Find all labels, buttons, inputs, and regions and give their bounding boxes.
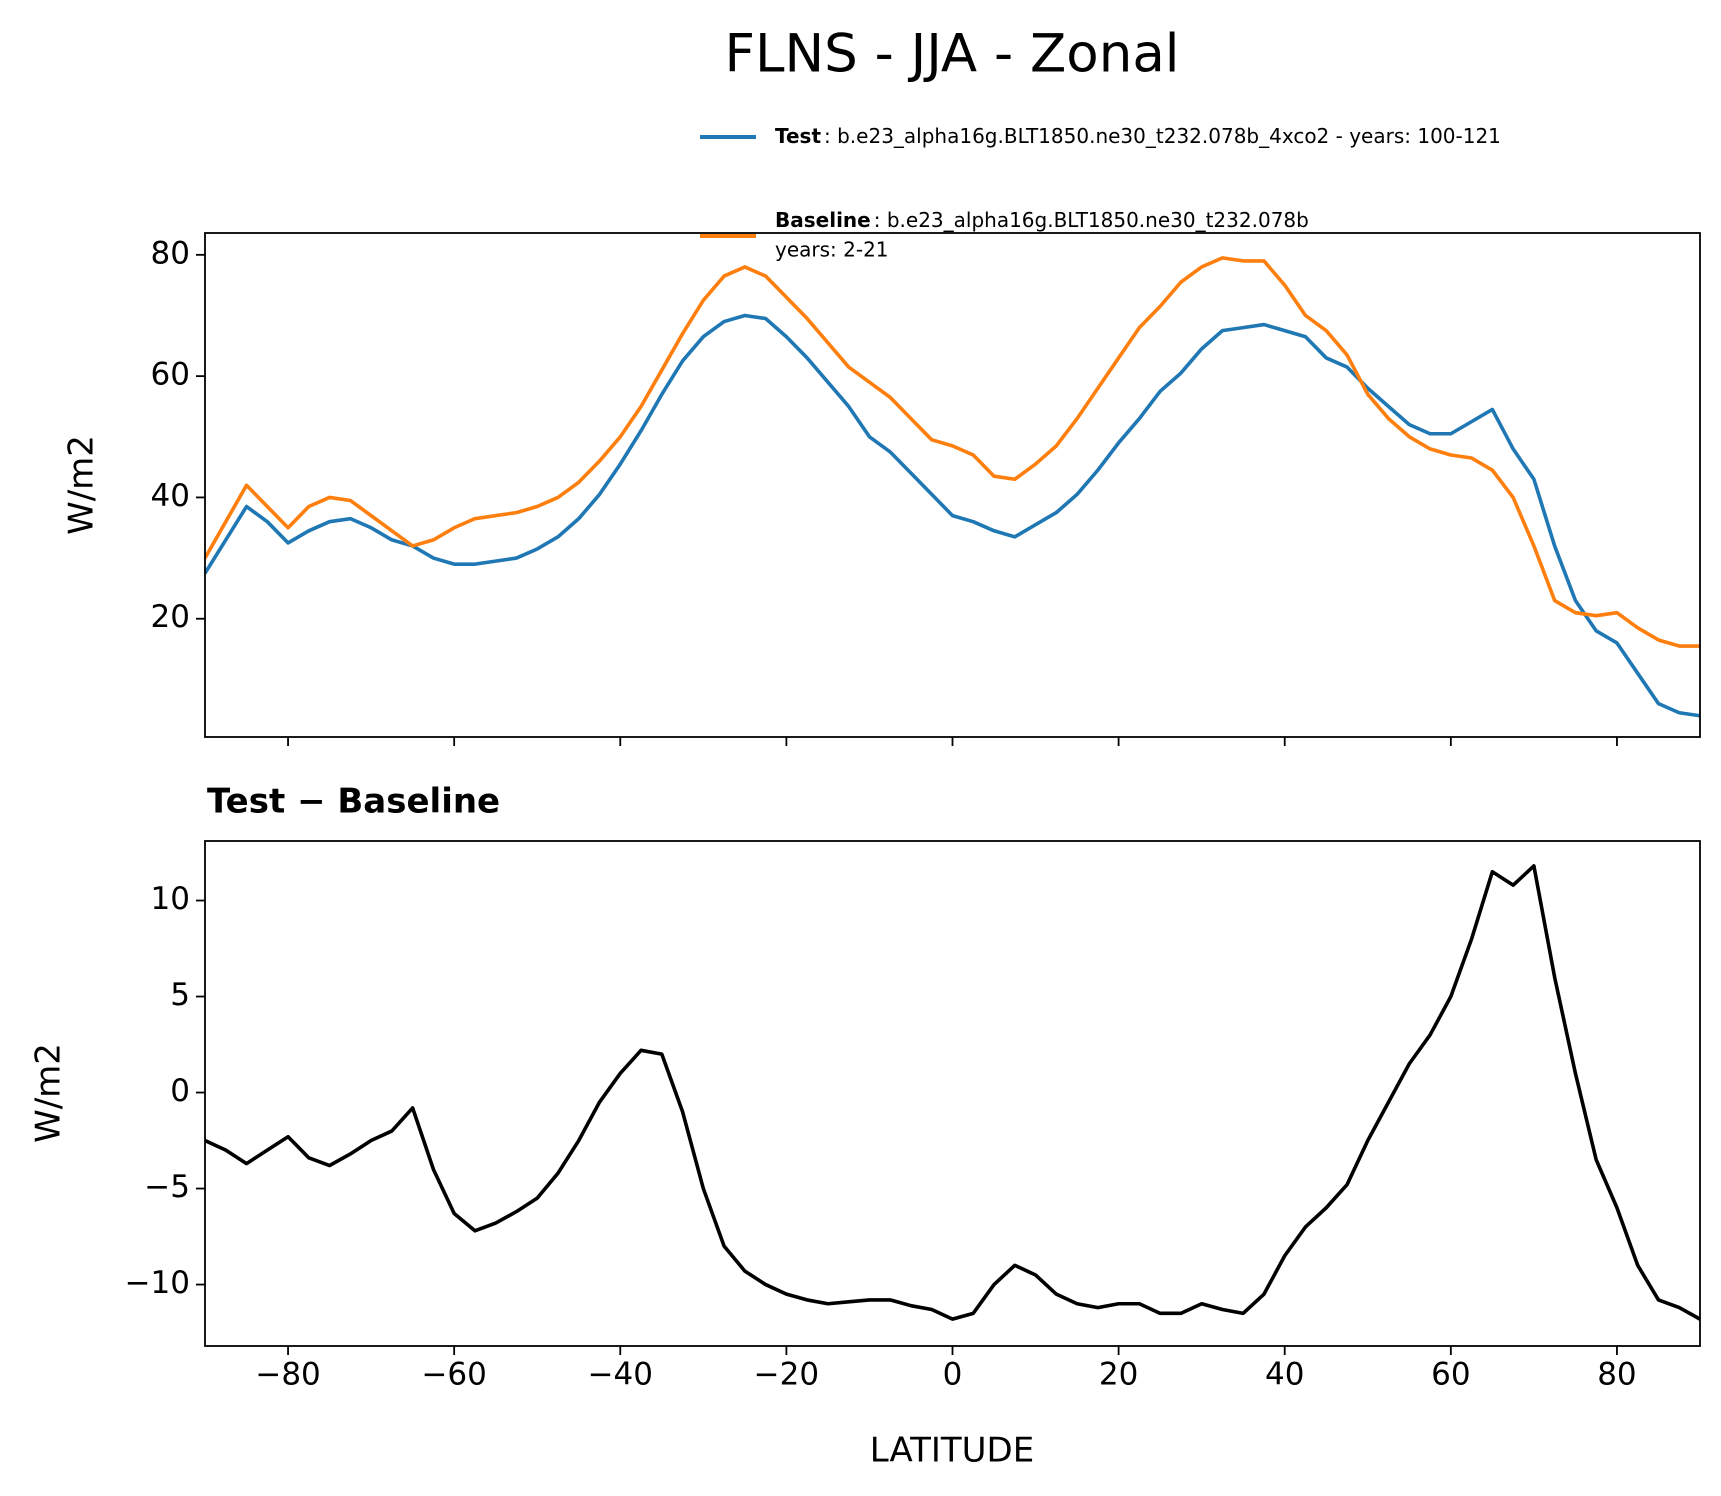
legend-description: : b.e23_alpha16g.BLT1850.ne30_t232.078b <box>874 208 1309 232</box>
x-tick-label: 20 <box>1099 1357 1138 1393</box>
y-tick-label: 60 <box>151 357 190 393</box>
x-tick-label: 40 <box>1265 1357 1304 1393</box>
x-tick-label: 60 <box>1431 1357 1470 1393</box>
x-tick-label: 80 <box>1597 1357 1636 1393</box>
y-tick-label: 20 <box>151 599 190 635</box>
axes-frame <box>204 840 1701 1347</box>
y-axis-label: W/m2 <box>29 1043 69 1143</box>
data-line <box>205 864 1700 1321</box>
axes-frame <box>204 232 1701 738</box>
legend-description: years: 2-21 <box>775 238 889 262</box>
y-tick-label: −5 <box>144 1169 190 1205</box>
y-tick-label: 80 <box>151 235 190 271</box>
y-axis-label: W/m2 <box>62 435 102 535</box>
legend-series-name: Baseline <box>775 208 871 232</box>
data-line <box>205 256 1700 648</box>
legend-series-name: Test <box>775 124 821 148</box>
y-tick-label: 40 <box>151 478 190 514</box>
data-line <box>205 313 1700 718</box>
y-tick-label: 10 <box>151 881 190 917</box>
y-tick-label: −10 <box>125 1265 190 1301</box>
x-tick-label: −20 <box>754 1357 819 1393</box>
x-axis-label: LATITUDE <box>870 1431 1034 1471</box>
y-tick-label: 0 <box>170 1073 190 1109</box>
subplot-title: Test − Baseline <box>207 782 500 822</box>
x-tick-label: 0 <box>943 1357 963 1393</box>
y-tick-label: 5 <box>170 977 190 1013</box>
legend-label: Test: b.e23_alpha16g.BLT1850.ne30_t232.0… <box>775 124 1501 148</box>
legend-label: Baseline: b.e23_alpha16g.BLT1850.ne30_t2… <box>775 208 1309 232</box>
x-tick-label: −40 <box>588 1357 653 1393</box>
chart-title: FLNS - JJA - Zonal <box>724 24 1179 85</box>
x-tick-label: −60 <box>421 1357 486 1393</box>
x-tick-label: −80 <box>255 1357 320 1393</box>
legend-description: : b.e23_alpha16g.BLT1850.ne30_t232.078b_… <box>824 124 1501 148</box>
